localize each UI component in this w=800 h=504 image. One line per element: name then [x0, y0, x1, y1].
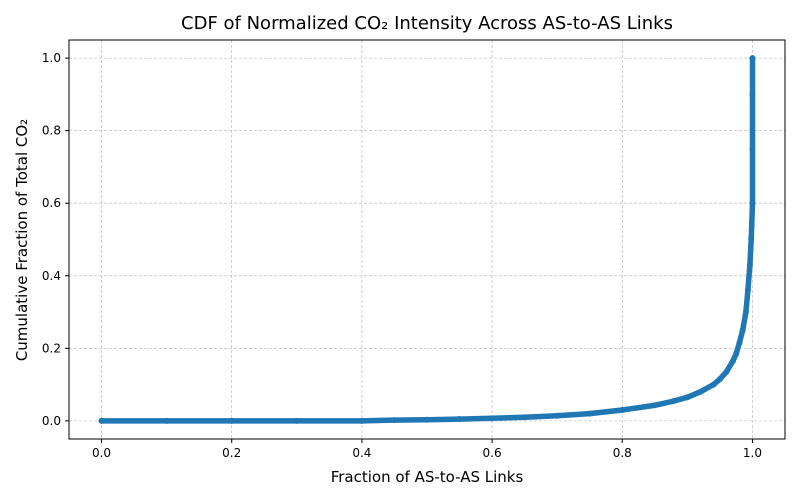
data-point: [733, 350, 740, 357]
y-axis-ticks: 0.0 0.2 0.4 0.6 0.8 1.0: [42, 51, 69, 428]
data-point: [489, 415, 496, 422]
data-point: [456, 416, 463, 423]
data-point: [521, 414, 528, 421]
data-point: [424, 416, 430, 423]
y-tick-label: 1.0: [42, 51, 61, 65]
y-tick-label: 0.8: [42, 124, 61, 138]
data-point: [554, 412, 561, 419]
y-axis-label: Cumulative Fraction of Total CO₂: [13, 119, 31, 361]
x-tick-label: 0.2: [222, 446, 241, 460]
x-tick-label: 0.0: [92, 446, 111, 460]
data-point: [744, 287, 751, 294]
x-axis-ticks: 0.0 0.2 0.4 0.6 0.8 1.0: [92, 439, 762, 460]
x-axis-label: Fraction of AS-to-AS Links: [331, 468, 524, 486]
y-tick-label: 0.6: [42, 196, 61, 210]
data-point: [710, 381, 717, 388]
data-point: [716, 376, 723, 383]
data-point: [358, 417, 365, 424]
data-point: [749, 145, 756, 152]
data-point: [651, 402, 658, 409]
data-point: [98, 417, 105, 424]
data-point: [739, 327, 746, 334]
plot-frame: [68, 39, 786, 440]
data-point: [749, 91, 756, 98]
data-point: [671, 397, 678, 404]
data-point: [684, 394, 691, 401]
x-tick-label: 1.0: [743, 446, 762, 460]
x-tick-label: 0.4: [352, 446, 371, 460]
y-tick-label: 0.4: [42, 269, 61, 283]
data-point: [746, 261, 753, 268]
cdf-line: [98, 55, 756, 424]
data-point: [748, 236, 755, 243]
x-tick-label: 0.6: [483, 446, 502, 460]
y-tick-label: 0.0: [42, 414, 61, 428]
data-point: [749, 55, 756, 62]
data-point: [391, 417, 398, 424]
chart-title: CDF of Normalized CO₂ Intensity Across A…: [181, 13, 673, 34]
data-point: [163, 417, 170, 424]
data-point: [749, 200, 756, 207]
x-tick-label: 0.8: [613, 446, 632, 460]
data-point: [729, 358, 736, 365]
data-point: [228, 417, 235, 424]
data-point: [293, 417, 300, 424]
data-point: [723, 368, 730, 375]
data-point: [619, 406, 626, 413]
data-point: [736, 339, 743, 346]
series-line: [98, 55, 756, 424]
data-point: [697, 388, 704, 395]
data-point: [586, 410, 593, 417]
data-point: [742, 309, 749, 316]
y-tick-label: 0.2: [42, 341, 61, 355]
